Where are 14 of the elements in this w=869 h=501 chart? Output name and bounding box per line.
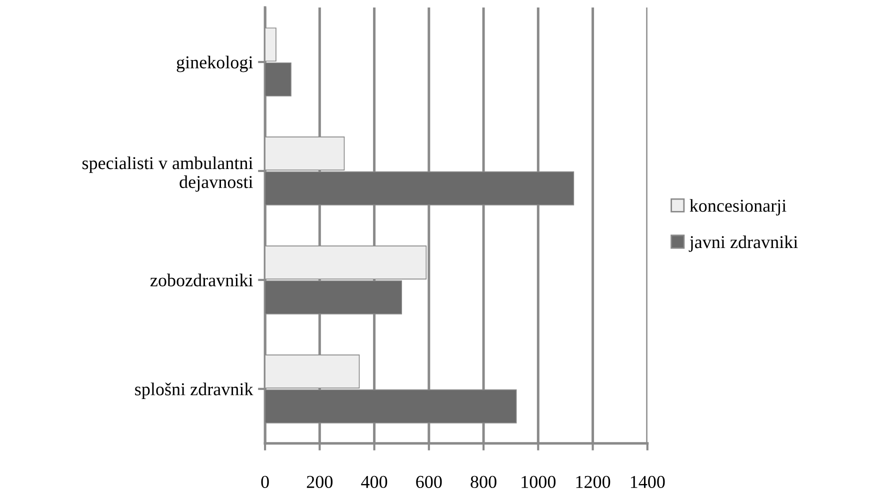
y-tick-label: zobozdravniki <box>150 274 253 286</box>
x-tick-label: 800 <box>470 476 496 488</box>
x-tick-label: 400 <box>361 476 388 488</box>
legend-label: koncesionarji <box>690 199 786 216</box>
x-tick-label: 600 <box>416 476 442 488</box>
y-tick-label: ginekologi <box>176 56 253 72</box>
y-tick-label: specialisti v ambulantni dejavnosti <box>82 156 253 192</box>
x-tick-label: 1000 <box>522 476 556 488</box>
x-tick-label: 0 <box>261 476 269 488</box>
legend-label: javni zdravniki <box>688 235 798 252</box>
x-tick-label: 200 <box>306 476 333 488</box>
x-tick-label: 1400 <box>630 476 665 488</box>
y-tick-label: splošni zdravnik <box>135 382 254 400</box>
x-tick-label: 1200 <box>576 476 610 488</box>
